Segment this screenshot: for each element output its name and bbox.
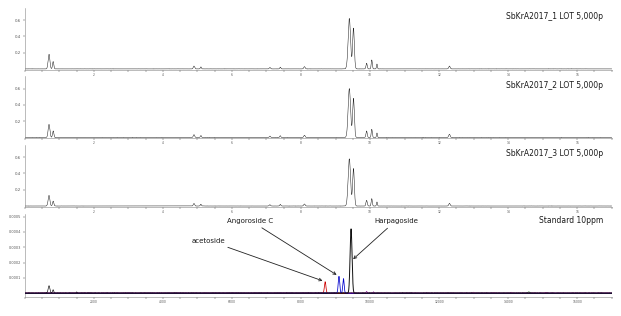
Text: SbKrA2017_2 LOT 5,000p: SbKrA2017_2 LOT 5,000p <box>506 81 603 90</box>
Text: Standard 10ppm: Standard 10ppm <box>538 216 603 225</box>
Text: Harpagoside: Harpagoside <box>354 218 418 258</box>
Text: acetoside: acetoside <box>192 238 322 281</box>
Text: SbKrA2017_3 LOT 5,000p: SbKrA2017_3 LOT 5,000p <box>505 149 603 158</box>
Text: Angoroside C: Angoroside C <box>227 218 336 274</box>
Text: SbKrA2017_1 LOT 5,000p: SbKrA2017_1 LOT 5,000p <box>506 12 603 21</box>
